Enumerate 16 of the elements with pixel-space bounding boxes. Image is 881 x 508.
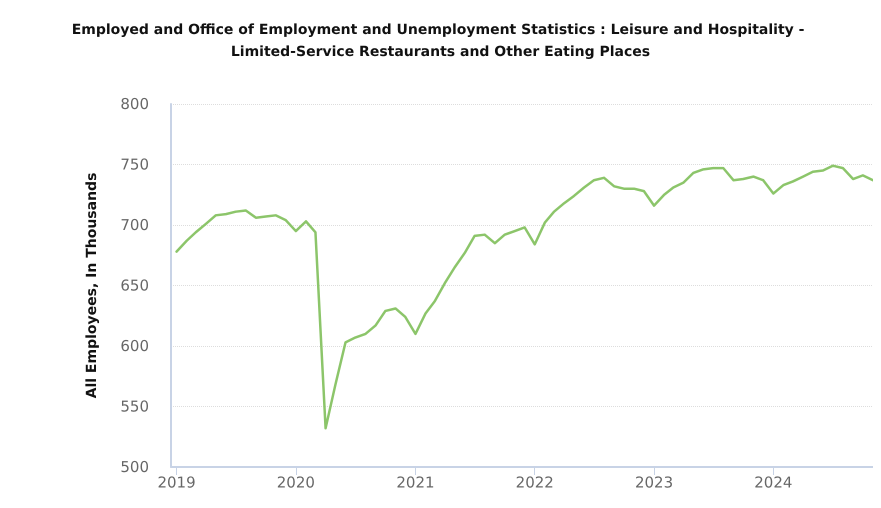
y-tick-label: 500 [120, 458, 149, 476]
y-tick-label: 750 [120, 156, 149, 174]
chart-title: Employed and Office of Employment and Unemployment Statistics : Leisure and Hospitality - Limited-Service Restaurants and Other Eating Places [72, 22, 810, 60]
x-tick-label: 2022 [516, 474, 554, 492]
y-tick-label: 550 [120, 398, 149, 416]
x-tick-label: 2021 [396, 474, 435, 492]
x-tick-label: 2024 [754, 474, 792, 492]
y-tick-label: 650 [120, 276, 149, 294]
y-tick-label: 600 [120, 337, 149, 355]
y-axis-title: All Employees, In Thousands [84, 172, 100, 398]
x-tick-label: 2023 [634, 474, 674, 492]
line-series [175, 164, 873, 430]
x-tick-label: 2020 [276, 474, 315, 492]
y-tick-label: 800 [120, 95, 149, 113]
x-tick-label: 2019 [157, 474, 196, 492]
y-tick-label: 700 [120, 216, 149, 234]
